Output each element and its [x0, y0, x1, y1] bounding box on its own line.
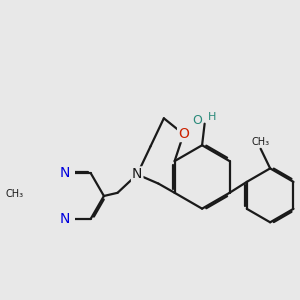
Text: O: O — [178, 127, 189, 141]
Text: H: H — [208, 112, 217, 122]
Text: N: N — [60, 167, 70, 181]
Text: O: O — [192, 114, 202, 127]
Text: CH₃: CH₃ — [252, 137, 270, 147]
Text: N: N — [60, 212, 70, 226]
Text: N: N — [132, 167, 142, 182]
Text: CH₃: CH₃ — [5, 189, 23, 200]
